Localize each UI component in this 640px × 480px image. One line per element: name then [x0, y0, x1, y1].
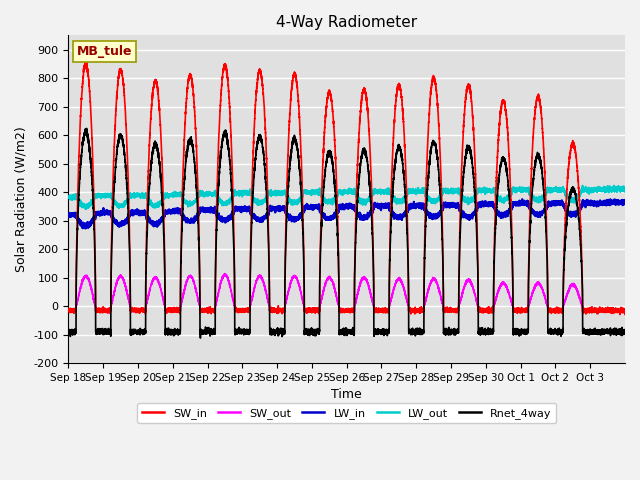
- Rnet_4way: [236, 328, 243, 334]
- SW_in: [621, 309, 629, 314]
- Rnet_4way: [483, 330, 490, 336]
- X-axis label: Time: Time: [332, 388, 362, 401]
- SW_in: [84, 68, 92, 74]
- SW_in: [314, 308, 322, 313]
- Rnet_4way: [196, 335, 204, 341]
- SW_in: [209, 307, 216, 312]
- LW_out: [611, 182, 618, 188]
- LW_in: [518, 196, 526, 202]
- Line: LW_out: LW_out: [68, 185, 625, 209]
- LW_in: [236, 205, 243, 211]
- LW_out: [314, 192, 322, 198]
- Rnet_4way: [83, 125, 90, 131]
- LW_out: [209, 192, 216, 198]
- SW_out: [483, 308, 490, 313]
- LW_out: [550, 185, 557, 191]
- Line: Rnet_4way: Rnet_4way: [68, 128, 625, 338]
- LW_in: [65, 214, 72, 220]
- SW_in: [550, 306, 557, 312]
- LW_in: [483, 202, 490, 207]
- SW_out: [621, 308, 629, 314]
- LW_out: [236, 191, 243, 197]
- LW_in: [314, 203, 322, 208]
- LW_in: [550, 201, 557, 206]
- LW_in: [209, 207, 216, 213]
- LW_in: [621, 200, 629, 206]
- Title: 4-Way Radiometer: 4-Way Radiometer: [276, 15, 417, 30]
- Rnet_4way: [84, 134, 92, 140]
- Line: LW_in: LW_in: [68, 199, 625, 228]
- SW_out: [236, 307, 243, 313]
- SW_in: [236, 307, 243, 313]
- SW_out: [209, 307, 216, 313]
- SW_in: [81, 59, 89, 65]
- Y-axis label: Solar Radiation (W/m2): Solar Radiation (W/m2): [15, 126, 28, 272]
- Line: SW_out: SW_out: [68, 274, 625, 312]
- SW_out: [102, 310, 110, 315]
- SW_in: [616, 312, 624, 317]
- LW_out: [82, 206, 90, 212]
- SW_in: [483, 307, 490, 313]
- LW_in: [84, 221, 92, 227]
- SW_out: [65, 307, 72, 313]
- Rnet_4way: [621, 330, 629, 336]
- LW_out: [483, 188, 490, 193]
- Line: SW_in: SW_in: [68, 62, 625, 314]
- LW_in: [82, 226, 90, 231]
- SW_out: [550, 307, 557, 313]
- LW_out: [621, 187, 629, 193]
- SW_out: [314, 308, 322, 314]
- LW_out: [65, 194, 72, 200]
- Rnet_4way: [314, 330, 322, 336]
- Rnet_4way: [65, 327, 72, 333]
- Rnet_4way: [209, 330, 216, 336]
- Text: MB_tule: MB_tule: [77, 45, 132, 58]
- LW_out: [84, 204, 92, 209]
- Rnet_4way: [550, 330, 557, 336]
- Legend: SW_in, SW_out, LW_in, LW_out, Rnet_4way: SW_in, SW_out, LW_in, LW_out, Rnet_4way: [138, 403, 556, 423]
- SW_out: [221, 271, 228, 276]
- SW_in: [65, 307, 72, 312]
- SW_out: [84, 275, 92, 281]
